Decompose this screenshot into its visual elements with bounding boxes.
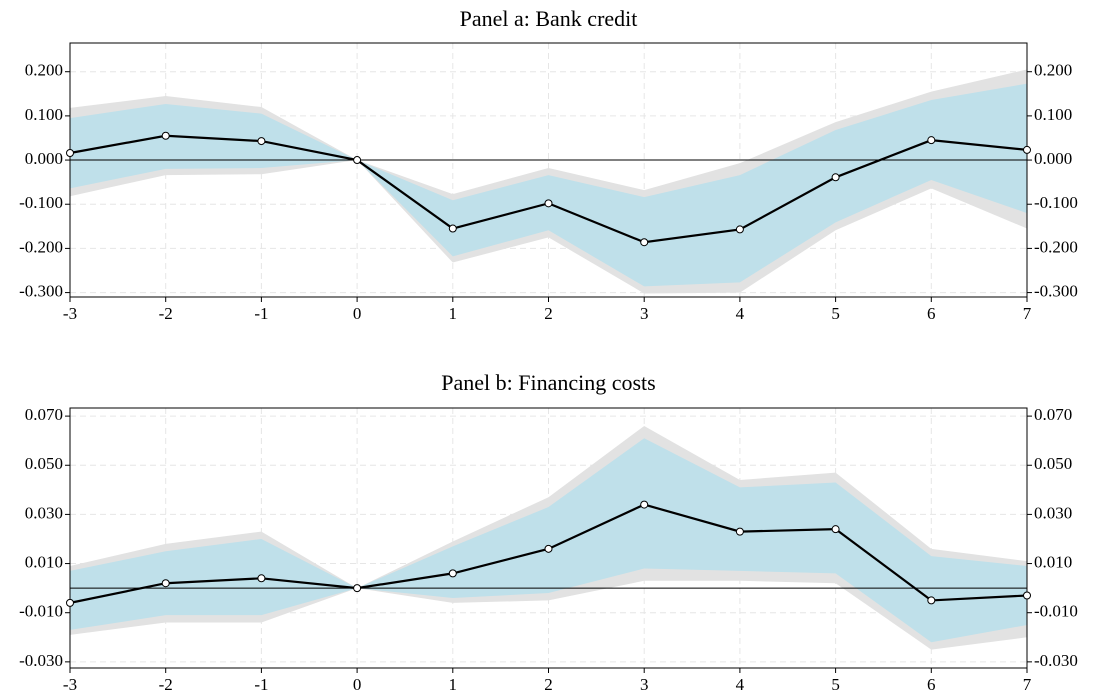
- x-tick-label: 2: [544, 304, 553, 323]
- y-tick-label: 0.050: [25, 454, 63, 473]
- plot-frame: [69, 407, 1028, 669]
- y-tick-label: 0.100: [25, 105, 63, 124]
- confidence-band: [70, 83, 1027, 287]
- x-tick-label: 5: [831, 675, 840, 694]
- data-point: [448, 569, 457, 578]
- y-tick-label: 0.070: [25, 405, 63, 424]
- y-tick-label: -0.030: [19, 651, 63, 670]
- x-tick-label: 5: [831, 304, 840, 323]
- x-tick-label: 2: [544, 675, 553, 694]
- y-tick-label: 0.000: [25, 149, 63, 168]
- y-tick-label: -0.010: [1034, 602, 1078, 621]
- data-point: [161, 579, 170, 588]
- confidence-band: [70, 438, 1027, 643]
- data-point: [831, 173, 840, 182]
- data-point: [1023, 145, 1031, 154]
- x-tick-label: -2: [159, 675, 173, 694]
- data-point: [353, 584, 362, 593]
- y-tick-label: 0.030: [1034, 503, 1072, 522]
- x-tick-label: -2: [159, 304, 173, 323]
- x-tick-label: 3: [640, 675, 649, 694]
- x-tick-label: -3: [63, 304, 77, 323]
- data-point: [927, 136, 936, 145]
- y-tick-label: 0.050: [1034, 454, 1072, 473]
- chart-title: Panel b: Financing costs: [441, 370, 655, 395]
- data-point: [640, 238, 649, 247]
- x-tick-label: -1: [254, 675, 268, 694]
- y-tick-label: 0.100: [1034, 105, 1072, 124]
- data-point: [161, 131, 170, 140]
- plot-frame: [69, 42, 1028, 298]
- x-tick-label: -1: [254, 304, 268, 323]
- y-tick-label: -0.030: [1034, 651, 1078, 670]
- x-tick-label: 4: [736, 304, 745, 323]
- data-point: [927, 596, 936, 605]
- y-tick-label: -0.010: [19, 602, 63, 621]
- y-tick-label: 0.010: [1034, 552, 1072, 571]
- data-point: [640, 500, 649, 509]
- x-tick-label: 7: [1023, 304, 1032, 323]
- x-tick-label: 0: [353, 675, 362, 694]
- data-point: [544, 199, 553, 208]
- data-point: [353, 156, 362, 165]
- x-tick-label: 6: [927, 675, 936, 694]
- data-point: [448, 224, 457, 233]
- data-point: [66, 598, 74, 607]
- y-tick-label: -0.100: [1034, 193, 1078, 212]
- x-tick-label: 0: [353, 304, 362, 323]
- y-tick-label: -0.300: [19, 281, 63, 300]
- data-point: [257, 137, 266, 146]
- x-tick-label: 7: [1023, 675, 1032, 694]
- x-tick-label: -3: [63, 675, 77, 694]
- y-tick-label: -0.300: [1034, 281, 1078, 300]
- y-tick-label: 0.000: [1034, 149, 1072, 168]
- x-tick-label: 6: [927, 304, 936, 323]
- data-point: [544, 544, 553, 553]
- data-point: [257, 574, 266, 583]
- data-point: [831, 525, 840, 534]
- x-tick-label: 3: [640, 304, 649, 323]
- x-tick-label: 1: [449, 304, 458, 323]
- y-tick-label: 0.200: [1034, 61, 1072, 80]
- y-tick-label: 0.030: [25, 503, 63, 522]
- x-tick-label: 1: [449, 675, 458, 694]
- y-tick-label: -0.200: [19, 237, 63, 256]
- y-tick-label: -0.100: [19, 193, 63, 212]
- y-tick-label: -0.200: [1034, 237, 1078, 256]
- data-point: [66, 148, 74, 157]
- data-point: [735, 527, 744, 536]
- data-point: [1023, 591, 1031, 600]
- y-tick-label: 0.070: [1034, 405, 1072, 424]
- y-tick-label: 0.200: [25, 61, 63, 80]
- data-point: [735, 225, 744, 234]
- x-tick-label: 4: [736, 675, 745, 694]
- y-tick-label: 0.010: [25, 552, 63, 571]
- chart-title: Panel a: Bank credit: [460, 6, 638, 31]
